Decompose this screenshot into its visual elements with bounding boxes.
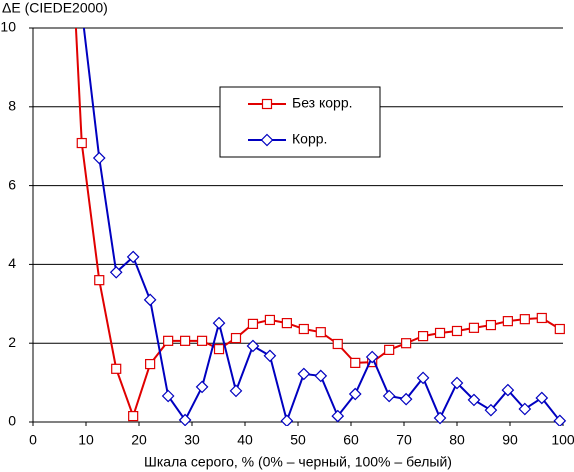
legend-box (219, 86, 381, 158)
marker (365, 350, 379, 364)
marker (263, 349, 277, 363)
marker (314, 369, 328, 383)
marker (450, 376, 464, 390)
y-tick-label: 8 (8, 98, 16, 114)
marker (554, 323, 565, 335)
marker (163, 335, 174, 346)
series-line (74, 28, 561, 420)
marker (502, 316, 513, 327)
marker (297, 367, 311, 381)
y-axis-label: ΔE (CIEDE2000) (2, 0, 108, 16)
marker (417, 331, 429, 342)
marker (518, 402, 532, 416)
marker (178, 413, 192, 426)
legend-label: Корр. (292, 131, 327, 147)
marker (180, 335, 191, 346)
x-tick-label: 0 (29, 432, 37, 448)
marker (401, 338, 412, 349)
y-tick-label: 4 (8, 255, 16, 271)
marker (230, 332, 242, 344)
marker (451, 325, 463, 337)
marker (128, 410, 139, 422)
marker (315, 327, 326, 338)
marker (399, 392, 413, 406)
x-tick-label: 90 (502, 432, 518, 448)
x-tick-label: 100 (551, 432, 574, 448)
marker (143, 293, 157, 307)
x-tick-label: 30 (184, 432, 200, 448)
marker (229, 384, 243, 398)
marker (331, 409, 345, 423)
legend: Без корр. Корр. (219, 86, 381, 158)
x-tick-label: 70 (396, 432, 412, 448)
marker (467, 393, 481, 407)
marker (298, 323, 309, 335)
marker (111, 363, 122, 374)
marker (92, 151, 106, 165)
marker (247, 318, 259, 329)
marker (348, 387, 362, 401)
marker (246, 339, 260, 353)
x-tick-label: 50 (290, 432, 306, 448)
legend-label: Без корр. (292, 95, 353, 111)
marker (434, 327, 446, 339)
y-tick-label: 6 (8, 176, 16, 192)
x-tick-label: 80 (449, 432, 465, 448)
marker (350, 357, 361, 368)
marker (501, 383, 515, 397)
marker (145, 358, 156, 370)
marker (485, 319, 497, 331)
x-axis-label: Шкала серого, % (0% – черный, 100% – бел… (144, 454, 452, 470)
x-tick-label: 40 (237, 432, 253, 448)
marker (195, 380, 209, 394)
marker (332, 338, 343, 350)
y-tick-label: 2 (8, 334, 16, 350)
marker (196, 335, 208, 346)
x-tick-label: 10 (78, 432, 94, 448)
marker (519, 314, 530, 325)
marker (536, 312, 547, 324)
marker (94, 275, 105, 286)
marker (384, 344, 395, 355)
marker (535, 391, 549, 405)
marker (109, 265, 123, 279)
marker (416, 371, 430, 385)
marker (280, 414, 294, 426)
marker (468, 322, 480, 333)
marker (261, 98, 273, 110)
marker (213, 344, 225, 355)
marker (264, 314, 276, 326)
marker (484, 403, 498, 417)
marker (433, 411, 447, 425)
marker (281, 318, 292, 329)
plot-area (74, 28, 567, 426)
y-tick-label: 0 (8, 413, 16, 429)
marker (76, 137, 87, 149)
x-tick-label: 60 (343, 432, 359, 448)
marker (212, 316, 226, 330)
marker (553, 414, 567, 426)
marker (382, 389, 396, 403)
y-tick-label: 10 (0, 19, 16, 35)
marker (260, 133, 274, 147)
marker (161, 389, 175, 403)
marker (126, 250, 140, 264)
x-tick-label: 20 (131, 432, 147, 448)
